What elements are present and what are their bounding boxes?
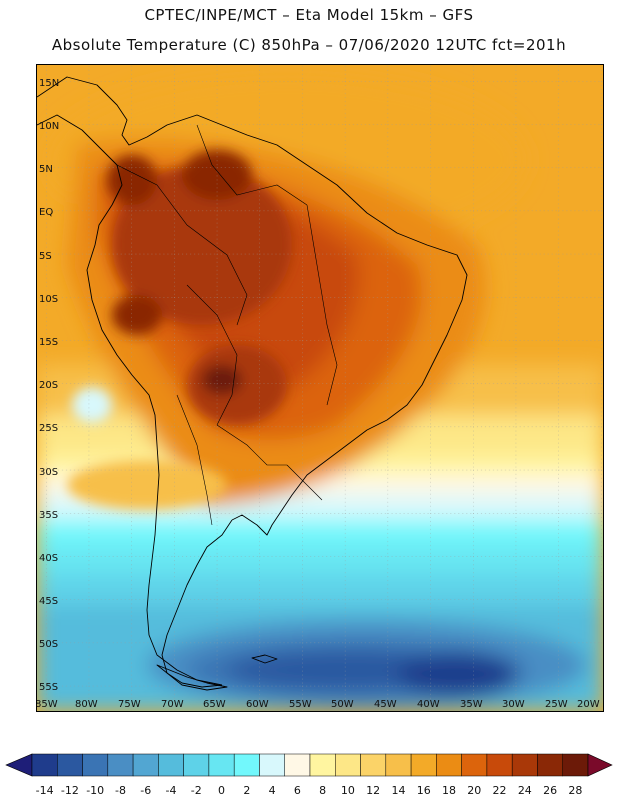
colorbar-label: 4	[269, 784, 276, 797]
colorbar-label: -10	[86, 784, 104, 797]
border-brazil-west	[306, 204, 338, 406]
colorbar-label: 24	[518, 784, 532, 797]
colorbar-swatch	[158, 753, 184, 777]
colorbar-swatch	[183, 753, 210, 777]
lat-label: 40S	[39, 553, 58, 564]
lat-label: 5S	[39, 251, 52, 262]
lat-label: 15S	[39, 337, 58, 348]
colorbar-label: 20	[467, 784, 481, 797]
lat-label: 5N	[39, 164, 53, 175]
graticule	[37, 65, 603, 711]
colorbar-label: -4	[166, 784, 177, 797]
colorbar-swatch	[107, 753, 134, 777]
colorbar-label: 14	[391, 784, 405, 797]
colorbar-swatch	[360, 753, 387, 777]
coast-pacific	[37, 114, 223, 686]
colorbar-swatch	[461, 753, 488, 777]
lon-label: 30W	[502, 699, 525, 710]
colorbar-swatch	[335, 753, 361, 777]
border-uruguay	[286, 464, 323, 501]
lon-label: 45W	[374, 699, 397, 710]
colorbar-swatch	[410, 753, 437, 777]
colorbar-swatch	[284, 753, 311, 777]
colorbar-swatch	[511, 753, 538, 777]
colorbar-swatch	[208, 753, 235, 777]
border-chile-arg	[176, 394, 213, 526]
colorbar-swatch	[486, 753, 513, 777]
lon-label: 25W	[545, 699, 568, 710]
lon-label: 75W	[118, 699, 141, 710]
title-line-2: Absolute Temperature (C) 850hPa – 07/06/…	[51, 36, 567, 54]
lat-label: 35S	[39, 510, 58, 521]
colorbar-label: 28	[568, 784, 582, 797]
temperature-map: 15N 10N 5N EQ 5S 10S 15S 20S 25S 30S 35S…	[37, 65, 603, 711]
lat-label: 30S	[39, 467, 58, 478]
colorbar-label: 2	[243, 784, 250, 797]
lat-label: 55S	[39, 682, 58, 693]
lat-labels: 15N 10N 5N EQ 5S 10S 15S 20S 25S 30S 35S…	[39, 78, 59, 693]
colorbar-low-arrow	[5, 753, 33, 777]
colorbar-swatch	[132, 753, 159, 777]
lat-label: 15N	[39, 78, 59, 89]
colorbar-swatch	[309, 753, 336, 777]
colorbar-labels: -14 -12 -10 -8 -6 -4 -2 0 2 4 6 8 10 12 14 16 18 20 22 24 26…	[36, 784, 583, 797]
lon-label: 20W	[577, 699, 600, 710]
colorbar-swatches	[5, 753, 613, 777]
map-frame: 15N 10N 5N EQ 5S 10S 15S 20S 25S 30S 35S…	[36, 64, 604, 712]
lon-label: 80W	[75, 699, 98, 710]
colorbar-label: 8	[319, 784, 326, 797]
title-line-1: CPTEC/INPE/MCT – Eta Model 15km – GFS	[144, 6, 474, 24]
colorbar: -14 -12 -10 -8 -6 -4 -2 0 2 4 6 8 10 12 14 16 18 20 22 24 26…	[5, 753, 613, 797]
colorbar-label: 16	[417, 784, 431, 797]
lat-label: 45S	[39, 596, 58, 607]
border-bolivia	[186, 284, 238, 426]
lon-label: 70W	[161, 699, 184, 710]
country-borders	[116, 124, 338, 526]
colorbar-swatch	[82, 753, 109, 777]
lon-labels: 85W 80W 75W 70W 65W 60W 55W 50W 45W 40W …	[37, 699, 600, 710]
colorbar-label: 12	[366, 784, 380, 797]
colorbar-label: -14	[36, 784, 54, 797]
colorbar-label: 10	[341, 784, 355, 797]
colorbar-high-arrow	[587, 753, 613, 777]
lat-label: 10S	[39, 294, 58, 305]
colorbar-swatch	[233, 753, 260, 777]
colorbar-swatch	[31, 753, 58, 777]
lon-label: 50W	[331, 699, 354, 710]
lon-label: 65W	[203, 699, 226, 710]
lon-label: 60W	[246, 699, 269, 710]
border-venezuela	[196, 124, 308, 206]
lon-label: 55W	[289, 699, 312, 710]
colorbar-label: -12	[61, 784, 79, 797]
lat-label: 50S	[39, 639, 58, 650]
border-colombia-peru	[116, 164, 248, 326]
colorbar-label: 26	[543, 784, 557, 797]
colorbar-swatch	[436, 753, 462, 777]
colorbar-label: -2	[191, 784, 202, 797]
coast-atlantic	[37, 76, 468, 536]
tierra-del-fuego	[156, 664, 228, 691]
colorbar-swatch	[385, 753, 412, 777]
lat-label: 10N	[39, 121, 59, 132]
coastlines	[37, 76, 468, 691]
border-paraguay	[216, 424, 287, 466]
lon-label: 35W	[460, 699, 483, 710]
lat-label: 25S	[39, 423, 58, 434]
falklands	[251, 654, 278, 664]
lat-label: EQ	[39, 207, 53, 218]
colorbar-label: 0	[218, 784, 225, 797]
colorbar-swatch	[57, 753, 83, 777]
colorbar-swatch	[537, 753, 563, 777]
coast-patagonia	[161, 519, 233, 688]
lon-label: 85W	[37, 699, 58, 710]
colorbar-label: -8	[115, 784, 126, 797]
colorbar-label: 6	[294, 784, 301, 797]
colorbar-swatch	[259, 753, 285, 777]
colorbar-label: 18	[442, 784, 456, 797]
lon-label: 40W	[417, 699, 440, 710]
colorbar-label: 22	[493, 784, 507, 797]
colorbar-swatch	[562, 753, 589, 777]
lat-label: 20S	[39, 380, 58, 391]
colorbar-label: -6	[140, 784, 151, 797]
